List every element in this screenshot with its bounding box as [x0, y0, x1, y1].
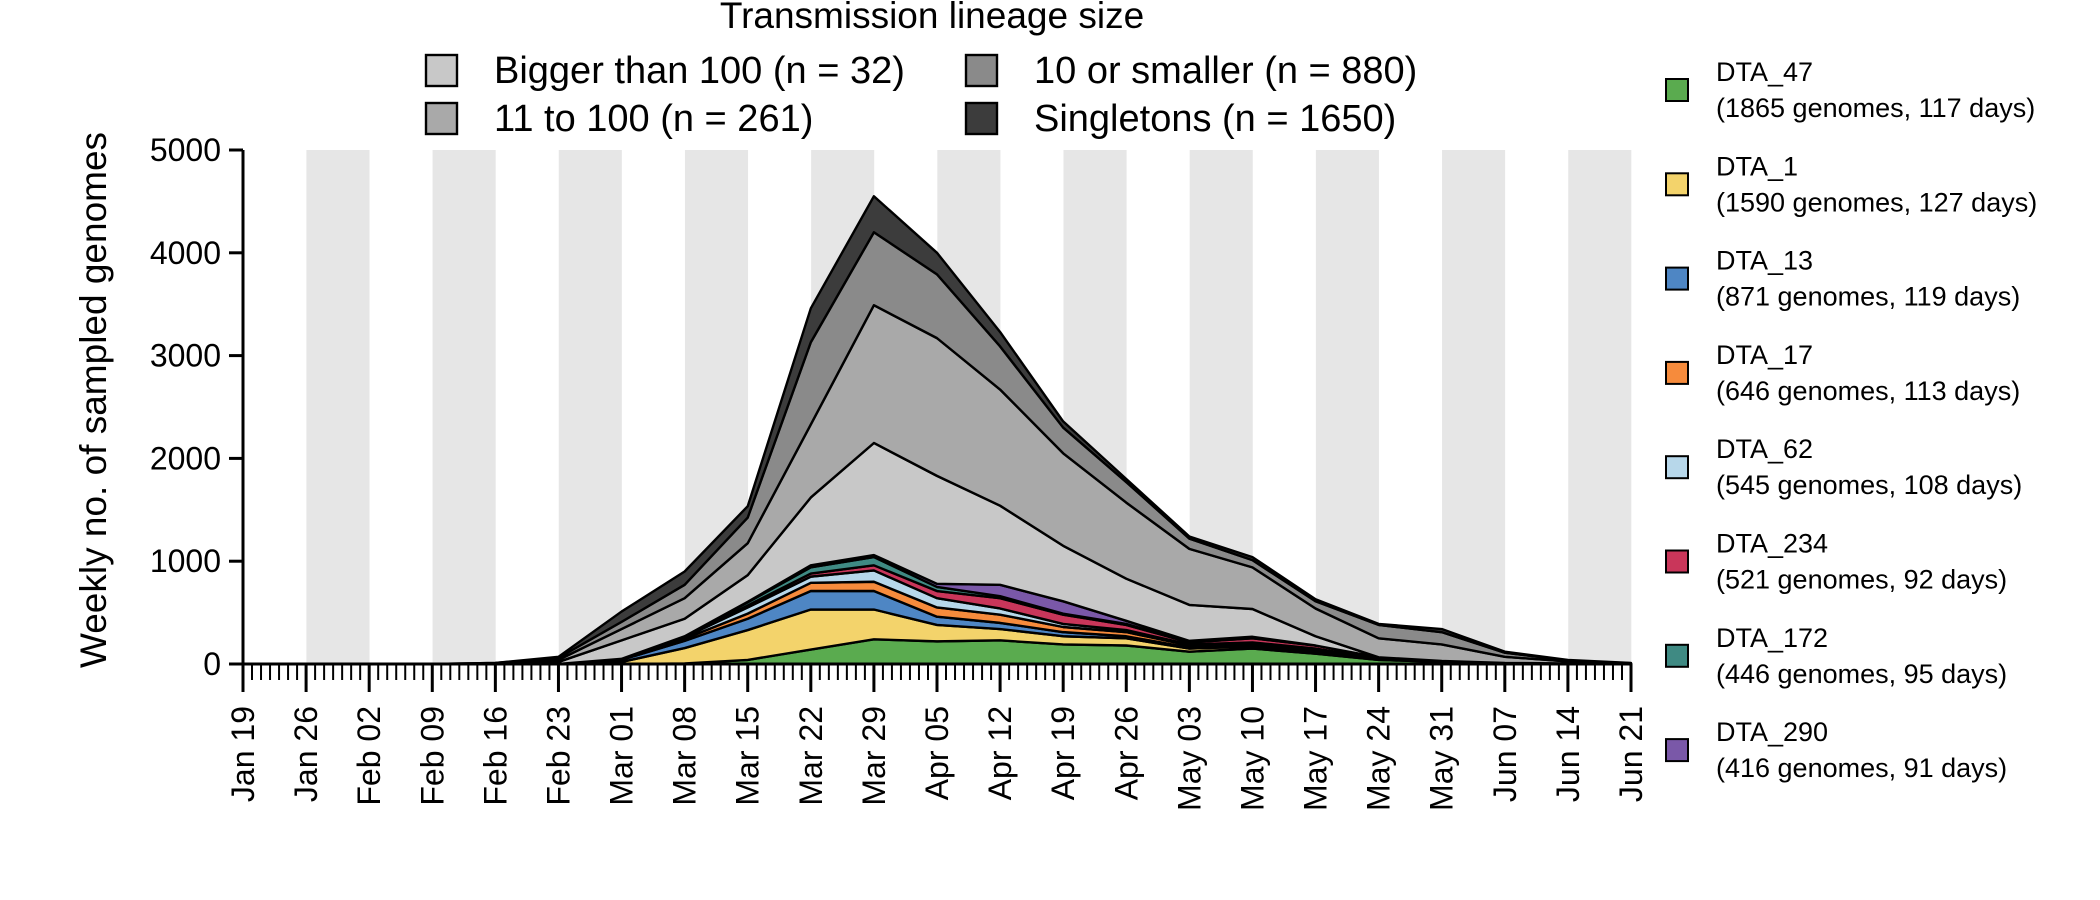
x-tick-label: May 31	[1424, 706, 1460, 811]
lineage-legend-swatch	[1665, 266, 1689, 291]
x-tick-label: Feb 02	[351, 706, 387, 806]
lineage-legend-swatch	[1665, 455, 1689, 480]
lineage-legend-swatch	[1665, 172, 1689, 197]
lineage-legend-desc: (446 genomes, 95 days)	[1716, 659, 2007, 689]
week-band	[1442, 150, 1506, 664]
x-ticks: Jan 19 Jan 26 Feb 02 Feb 09 Feb 16 Feb 23 Mar …	[225, 664, 1649, 811]
y-axis-label: Weekly no. of sampled genomes	[73, 132, 114, 668]
lineage-legend-name: DTA_47	[1716, 57, 1813, 87]
chart-title: Transmission lineage size	[720, 0, 1144, 36]
lineage-legend-desc: (545 genomes, 108 days)	[1716, 470, 2022, 500]
x-tick-label: May 17	[1298, 706, 1334, 811]
y-tick-label: 2000	[150, 440, 221, 476]
week-band	[1315, 150, 1379, 664]
lineage-legend-swatch	[1665, 549, 1689, 574]
x-tick-label: Jun 07	[1487, 706, 1523, 802]
week-band	[432, 150, 496, 664]
x-tick-label: Apr 26	[1108, 706, 1144, 800]
x-tick-label: Apr 12	[982, 706, 1018, 800]
y-ticks: 0 1000 2000 3000 4000 5000	[150, 132, 243, 682]
lineage-legend-desc: (521 genomes, 92 days)	[1716, 565, 2007, 595]
y-tick-label: 0	[203, 646, 221, 682]
size-legend-swatch	[964, 101, 999, 136]
lineage-legend-name: DTA_17	[1716, 340, 1813, 370]
size-legend-label: Bigger than 100 (n = 32)	[494, 50, 905, 92]
week-band	[558, 150, 622, 664]
size-legend-swatch	[424, 53, 459, 88]
x-tick-label: Apr 19	[1045, 706, 1081, 800]
y-tick-label: 4000	[150, 235, 221, 271]
lineage-legend-name: DTA_290	[1716, 717, 1828, 747]
x-tick-label: Mar 08	[667, 706, 703, 806]
x-tick-label: Jun 21	[1613, 706, 1649, 802]
x-tick-label: May 10	[1234, 706, 1270, 811]
y-tick-label: 5000	[150, 132, 221, 168]
size-legend: Bigger than 100 (n = 32) 10 or smaller (n…	[424, 50, 1417, 140]
x-tick-label: Jun 14	[1550, 706, 1586, 802]
lineage-legend-name: DTA_1	[1716, 151, 1798, 181]
lineage-legend-name: DTA_62	[1716, 434, 1813, 464]
x-tick-label: Feb 23	[540, 706, 576, 806]
x-tick-label: Mar 01	[604, 706, 640, 806]
lineage-legend-swatch	[1665, 78, 1689, 102]
lineage-legend-desc: (646 genomes, 113 days)	[1716, 376, 2020, 406]
lineage-legend-desc: (416 genomes, 91 days)	[1716, 753, 2007, 783]
lineage-legend-name: DTA_234	[1716, 529, 1828, 559]
x-tick-label: May 24	[1361, 706, 1397, 811]
lineage-legend-name: DTA_172	[1716, 623, 1828, 653]
size-legend-label: 11 to 100 (n = 261)	[494, 98, 813, 140]
lineage-legend-desc: (1590 genomes, 127 days)	[1716, 187, 2037, 217]
y-tick-label: 1000	[150, 543, 221, 579]
y-tick-label: 3000	[150, 338, 221, 374]
x-tick-label: Mar 29	[856, 706, 892, 806]
lineage-legend-swatch	[1665, 360, 1689, 385]
x-tick-label: Feb 09	[414, 706, 450, 806]
x-tick-label: Jan 19	[225, 706, 261, 802]
size-legend-swatch	[424, 101, 459, 136]
week-band	[1568, 150, 1632, 664]
x-tick-label: Mar 22	[793, 706, 829, 806]
lineage-legend-name: DTA_13	[1716, 246, 1813, 276]
size-legend-label: Singletons (n = 1650)	[1034, 98, 1396, 140]
x-tick-label: Apr 05	[919, 706, 955, 800]
x-tick-label: May 03	[1171, 706, 1207, 811]
x-tick-label: Jan 26	[288, 706, 324, 802]
lineage-legend-desc: (871 genomes, 119 days)	[1716, 282, 2020, 312]
size-legend-swatch	[964, 53, 999, 88]
lineage-legend: DTA_47 (1865 genomes, 117 days) DTA_1 (1590…	[1665, 57, 2037, 783]
week-band	[306, 150, 370, 664]
lineage-legend-swatch	[1665, 738, 1689, 763]
size-legend-label: 10 or smaller (n = 880)	[1034, 50, 1417, 92]
x-tick-label: Mar 15	[730, 706, 766, 806]
x-tick-label: Feb 16	[477, 706, 513, 806]
lineage-legend-swatch	[1665, 643, 1689, 668]
lineage-legend-desc: (1865 genomes, 117 days)	[1716, 93, 2035, 123]
